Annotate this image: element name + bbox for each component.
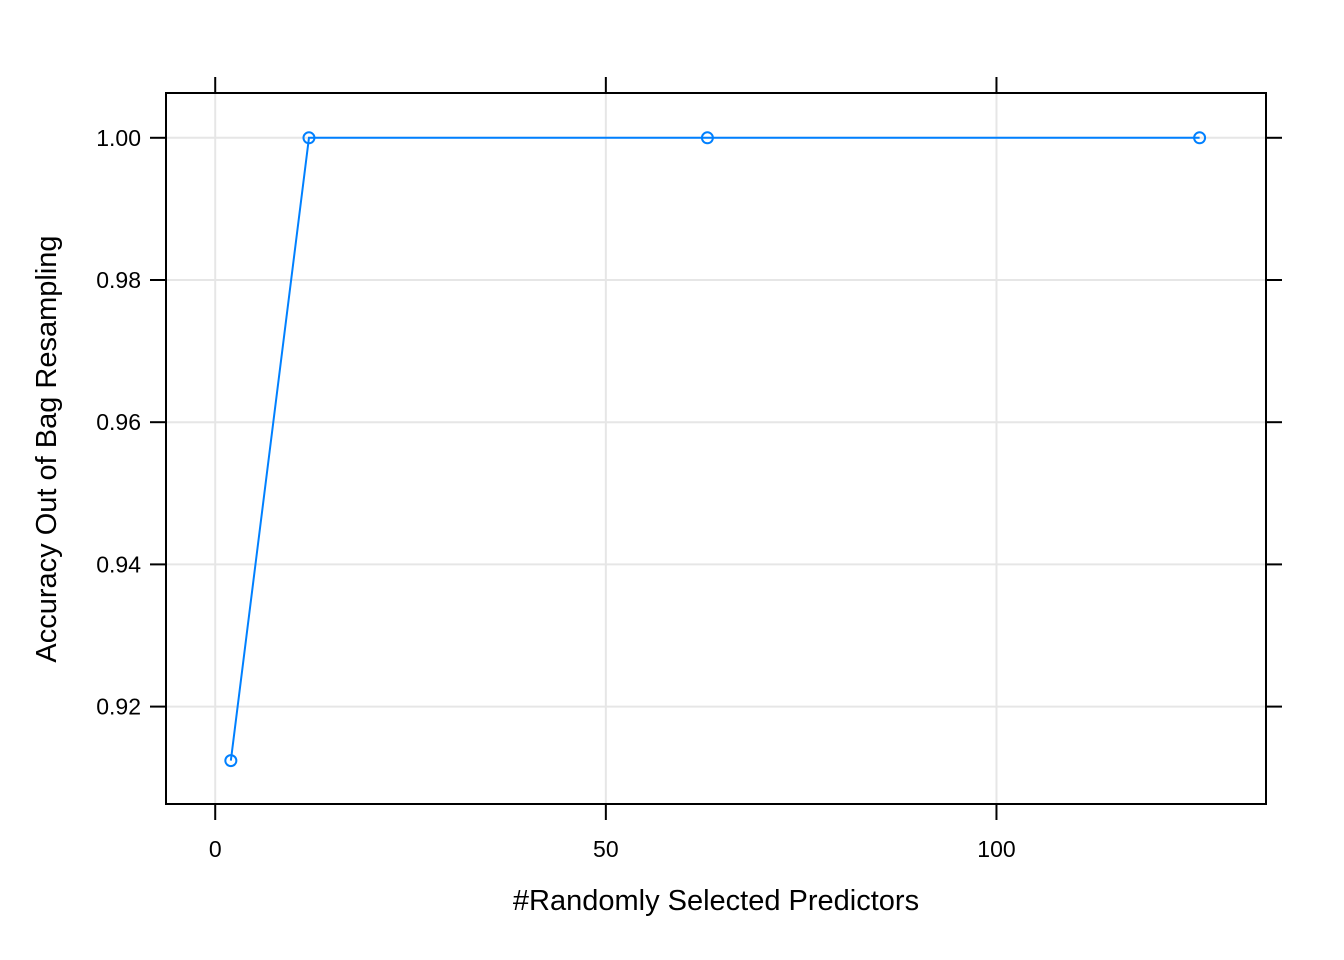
axis-ticks: 0 50 100 0.92 0.94 0.96 0.98 1.00	[96, 77, 1282, 862]
plot-frame	[165, 92, 1267, 805]
y-tick-label: 0.98	[96, 267, 141, 293]
x-tick-label: 100	[977, 836, 1015, 862]
y-tick-label: 0.94	[96, 551, 141, 577]
series-layer	[224, 131, 1207, 768]
y-tick-label: 1.00	[96, 125, 141, 151]
series-line	[229, 136, 1200, 761]
y-axis-title: Accuracy Out of Bag Resampling	[31, 235, 63, 662]
data-point	[224, 754, 238, 768]
y-tick-label: 0.92	[96, 694, 141, 720]
x-tick-label: 50	[593, 836, 619, 862]
data-point	[302, 131, 316, 145]
x-axis-title: #Randomly Selected Predictors	[513, 885, 919, 917]
data-point	[700, 131, 714, 145]
y-tick-label: 0.96	[96, 409, 141, 435]
data-point	[1193, 131, 1207, 145]
x-tick-label: 0	[209, 836, 222, 862]
grid-lines	[166, 93, 1266, 804]
